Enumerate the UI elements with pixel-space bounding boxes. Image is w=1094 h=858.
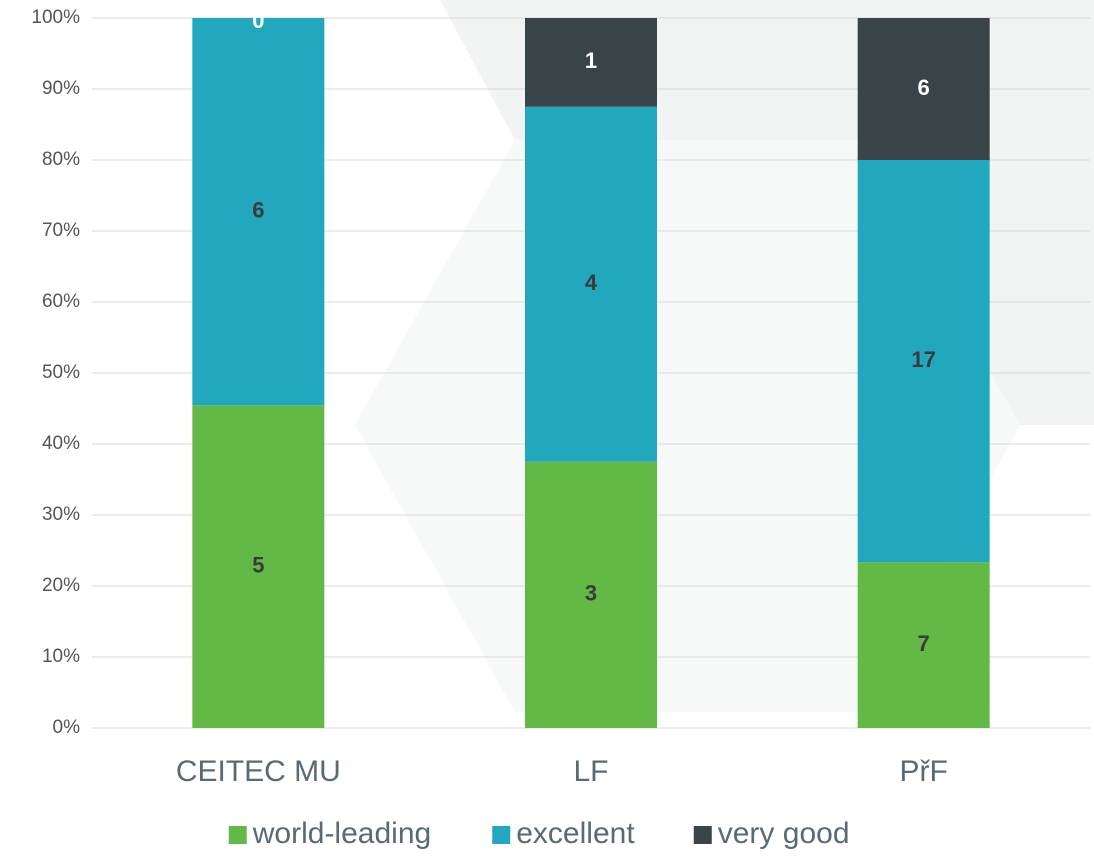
data-label: 6 [252, 197, 264, 222]
data-label: 5 [252, 552, 264, 577]
data-label: 1 [585, 48, 597, 73]
data-label: 0 [252, 8, 264, 33]
bar-segment [525, 106, 657, 462]
bar-segment [192, 18, 325, 406]
y-tick-label: 50% [42, 362, 80, 383]
data-label: 6 [918, 75, 930, 100]
legend-swatch [492, 826, 511, 844]
bar-segment [192, 405, 325, 728]
data-label: 7 [918, 631, 930, 656]
y-tick-label: 80% [42, 149, 80, 170]
legend-swatch [228, 826, 247, 844]
y-tick-label: 70% [42, 220, 80, 241]
data-label: 3 [585, 581, 597, 606]
bar-segment [857, 18, 990, 160]
y-tick-label: 40% [42, 433, 80, 454]
y-tick-label: 60% [42, 291, 80, 312]
y-tick-label: 20% [42, 575, 80, 596]
bar-segment [857, 562, 990, 728]
bar-segment [857, 160, 990, 563]
legend-swatch [693, 826, 712, 844]
x-tick-label: CEITEC MU [176, 755, 341, 788]
x-tick-label: PřF [900, 755, 948, 788]
data-label: 4 [585, 270, 598, 295]
y-tick-label: 0% [53, 717, 81, 738]
bar-segment [525, 18, 657, 107]
legend-label: excellent [516, 817, 635, 850]
data-label: 17 [911, 347, 935, 372]
legend-label: very good [718, 817, 850, 850]
y-tick-label: 90% [42, 78, 80, 99]
legend-label: world-leading [252, 817, 431, 850]
y-tick-label: 10% [42, 646, 80, 667]
y-tick-label: 30% [42, 504, 80, 525]
bar-segment [525, 461, 657, 728]
y-tick-label: 100% [31, 7, 80, 28]
x-tick-label: LF [573, 755, 608, 788]
